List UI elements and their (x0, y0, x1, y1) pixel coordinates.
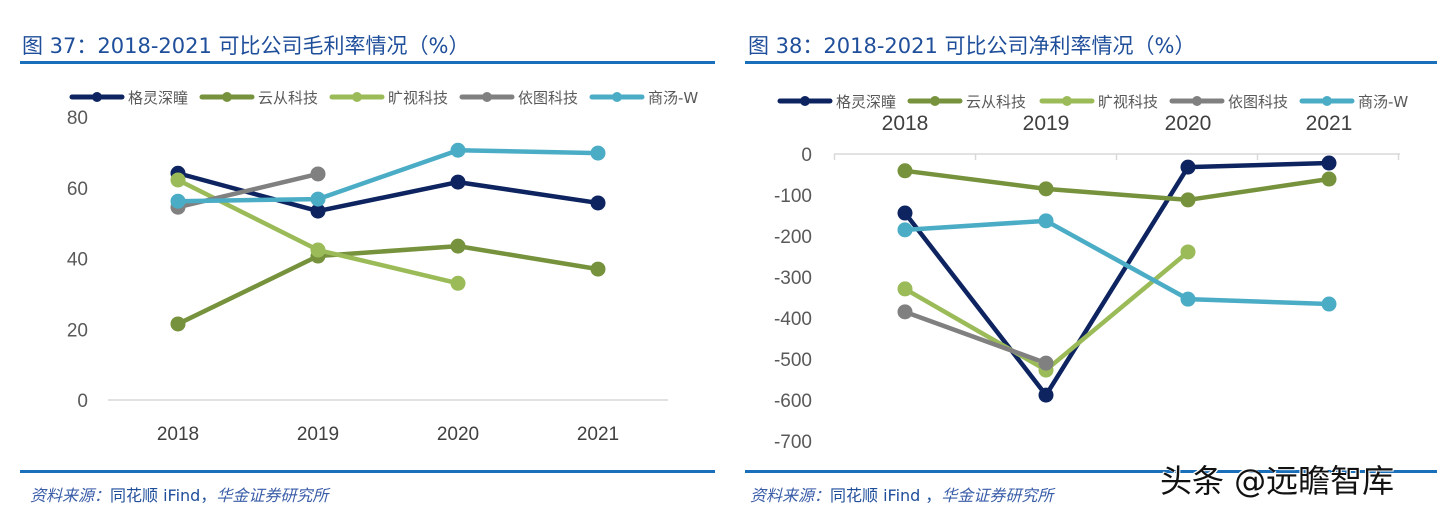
legend-label: 格灵深瞳 (836, 93, 896, 111)
data-point (897, 222, 913, 238)
footer-rule (745, 470, 1437, 473)
legend-marker (800, 96, 810, 106)
x-tick-label: 2019 (297, 424, 339, 445)
series-line-0 (903, 160, 1330, 398)
legend-marker (930, 96, 940, 106)
data-point (450, 275, 466, 291)
source-note: 资料来源：同花顺 iFind，华金证券研究所 (30, 482, 328, 506)
source-note: 资料来源：同花顺 iFind ，华金证券研究所 (750, 482, 1053, 506)
data-point (310, 191, 326, 207)
data-point (1038, 387, 1054, 403)
title-rule (20, 61, 715, 64)
legend-label: 商汤-W (1358, 93, 1408, 111)
source-mid: 同花顺 iFind ， (830, 486, 942, 505)
legend-label: 格灵深瞳 (128, 89, 188, 107)
data-point (310, 203, 326, 219)
x-tick-label: 2021 (1306, 112, 1353, 135)
y-tick-label: -700 (774, 432, 812, 453)
left-panel: 图 37：2018-2021 可比公司毛利率情况（%） 资料来源：同花顺 iFi… (0, 0, 720, 513)
series-line-1 (177, 243, 599, 326)
y-tick-label: -100 (774, 186, 812, 207)
data-point (450, 174, 466, 190)
y-tick-label: 0 (77, 391, 88, 412)
data-point (170, 316, 186, 332)
series-line-4 (177, 148, 599, 204)
data-point (590, 145, 606, 161)
data-point (897, 281, 913, 297)
data-point (897, 163, 913, 179)
legend-marker (482, 92, 492, 102)
legend-marker (92, 92, 102, 102)
y-tick-label: -500 (774, 350, 812, 371)
data-point (1180, 159, 1196, 175)
y-tick-label: -400 (774, 309, 812, 330)
legend-label: 依图科技 (518, 89, 578, 107)
data-point (170, 172, 186, 188)
data-point (1180, 291, 1196, 307)
legend-marker (1062, 96, 1072, 106)
data-point (450, 238, 466, 254)
data-point (1180, 192, 1196, 208)
data-point (590, 261, 606, 277)
legend-label: 旷视科技 (1098, 93, 1158, 111)
data-point (1321, 155, 1337, 171)
title-rule (745, 61, 1437, 64)
legend-label: 商汤-W (648, 89, 698, 107)
data-point (1038, 355, 1054, 371)
x-tick-label: 2019 (1023, 112, 1070, 135)
legend-label: 旷视科技 (388, 89, 448, 107)
data-point (450, 142, 466, 158)
y-tick-label: 20 (67, 320, 88, 341)
data-point (897, 304, 913, 320)
y-tick-label: 40 (67, 250, 88, 271)
data-point (1180, 244, 1196, 260)
data-point (1038, 213, 1054, 229)
legend-marker (222, 92, 232, 102)
data-point (1321, 171, 1337, 187)
y-tick-label: -200 (774, 227, 812, 248)
x-tick-label: 2018 (882, 112, 929, 135)
source-prefix: 资料来源： (30, 486, 111, 505)
data-point (310, 166, 326, 182)
y-tick-label: 0 (801, 145, 812, 166)
source-prefix: 资料来源： (750, 486, 831, 505)
x-tick-label: 2018 (157, 424, 199, 445)
data-point (170, 193, 186, 209)
legend-label: 云从科技 (258, 89, 318, 107)
x-tick-label: 2020 (1165, 112, 1212, 135)
legend-label: 云从科技 (966, 93, 1026, 111)
x-tick-label: 2021 (577, 424, 619, 445)
series-line-3 (904, 309, 1047, 366)
footer-rule (20, 470, 715, 473)
series-line-4 (904, 218, 1330, 307)
legend-marker (1322, 96, 1332, 106)
chart-title: 图 37：2018-2021 可比公司毛利率情况（%） (22, 34, 470, 58)
source-suffix: 华金证券研究所 (216, 486, 329, 505)
legend-marker (1192, 96, 1202, 106)
data-point (1321, 296, 1337, 312)
data-point (310, 242, 326, 258)
source-mid: 同花顺 iFind， (110, 486, 217, 505)
watermark: 头条 @远瞻智库 (1160, 462, 1395, 500)
legend-marker (612, 92, 622, 102)
y-tick-label: -300 (774, 268, 812, 289)
y-tick-label: -600 (774, 391, 812, 412)
data-point (897, 205, 913, 221)
data-point (590, 195, 606, 211)
data-point (1038, 181, 1054, 197)
y-tick-label: 60 (67, 179, 88, 200)
legend-marker (352, 92, 362, 102)
x-tick-label: 2020 (437, 424, 479, 445)
series-line-1 (904, 168, 1330, 203)
y-tick-label: 80 (67, 108, 88, 129)
legend-label: 依图科技 (1228, 93, 1288, 111)
chart-title: 图 38：2018-2021 可比公司净利率情况（%） (748, 34, 1196, 58)
source-suffix: 华金证券研究所 (941, 486, 1054, 505)
